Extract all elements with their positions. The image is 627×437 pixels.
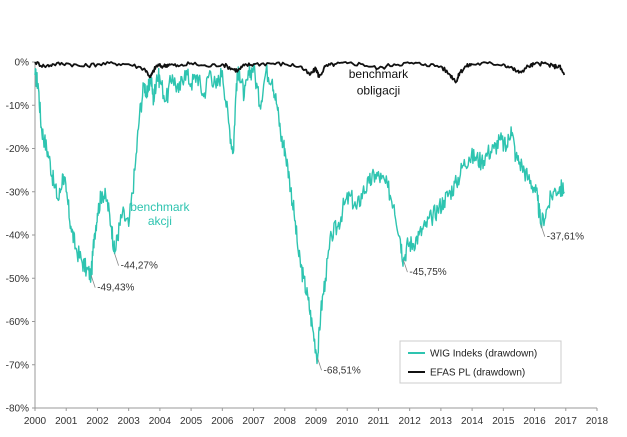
x-tick-label: 2006 (211, 416, 234, 427)
annotation-leader (317, 358, 322, 371)
x-tick-label: 2016 (523, 416, 546, 427)
x-tick-label: 2004 (149, 416, 172, 427)
benchmark-label: obligacji (357, 83, 400, 97)
y-tick-label: -70% (6, 360, 29, 371)
y-tick-label: -60% (6, 317, 29, 328)
annotation-leader (403, 259, 408, 273)
legend-box (399, 340, 562, 384)
x-tick-label: 2014 (461, 416, 484, 427)
y-tick-label: -20% (6, 144, 29, 155)
efas-drawdown-line (34, 61, 566, 84)
benchmark-label: akcji (148, 214, 172, 228)
benchmark-label: benchmark (349, 67, 409, 81)
x-tick-label: 2013 (430, 416, 453, 427)
drawdown-annotation: -68,51% (324, 365, 361, 376)
x-tick-label: 2005 (180, 416, 203, 427)
drawdown-annotation: -37,61% (547, 232, 584, 243)
x-tick-label: 2010 (336, 416, 359, 427)
x-tick-label: 2018 (586, 416, 609, 427)
y-tick-label: -50% (6, 274, 29, 285)
x-tick-label: 2009 (305, 416, 328, 427)
annotation-leader (90, 275, 96, 288)
drawdown-annotation: -44,27% (121, 261, 158, 272)
y-tick-label: 0% (15, 58, 30, 69)
x-tick-label: 2012 (399, 416, 422, 427)
x-tick-label: 2007 (242, 416, 265, 427)
legend-label-wig: WIG Indeks (drawdown) (430, 349, 537, 360)
annotation-layer: -49,43% -44,27% -68,51% -45,75% -37,61% bench… (90, 67, 584, 376)
legend-label-efas: EFAS PL (drawdown) (430, 368, 525, 379)
x-tick-label: 2015 (492, 416, 515, 427)
drawdown-annotation: -45,75% (409, 267, 446, 278)
drawdown-annotation: -49,43% (97, 283, 134, 294)
x-tick-label: 2003 (118, 416, 141, 427)
wig-drawdown-line (34, 62, 565, 365)
annotation-leader (114, 253, 119, 266)
y-tick-label: -30% (6, 187, 29, 198)
x-tick-label: 2008 (274, 416, 297, 427)
x-tick-label: 2017 (555, 416, 578, 427)
x-tick-label: 2011 (368, 416, 390, 427)
legend: WIG Indeks (drawdown) EFAS PL (drawdown) (399, 340, 562, 384)
y-tick-label: -40% (6, 231, 29, 242)
series-layer (34, 61, 566, 365)
axes-layer: 0% -10% -20% -30% -40% -50% -60% -70% -80%2000 20… (6, 58, 609, 428)
annotation-leader (540, 224, 546, 237)
x-tick-label: 2002 (86, 416, 109, 427)
x-tick-label: 2001 (55, 416, 78, 427)
benchmark-label: benchmark (130, 200, 190, 214)
y-tick-label: -80% (6, 404, 29, 415)
x-tick-label: 2000 (24, 416, 47, 427)
y-tick-label: -10% (6, 101, 29, 112)
